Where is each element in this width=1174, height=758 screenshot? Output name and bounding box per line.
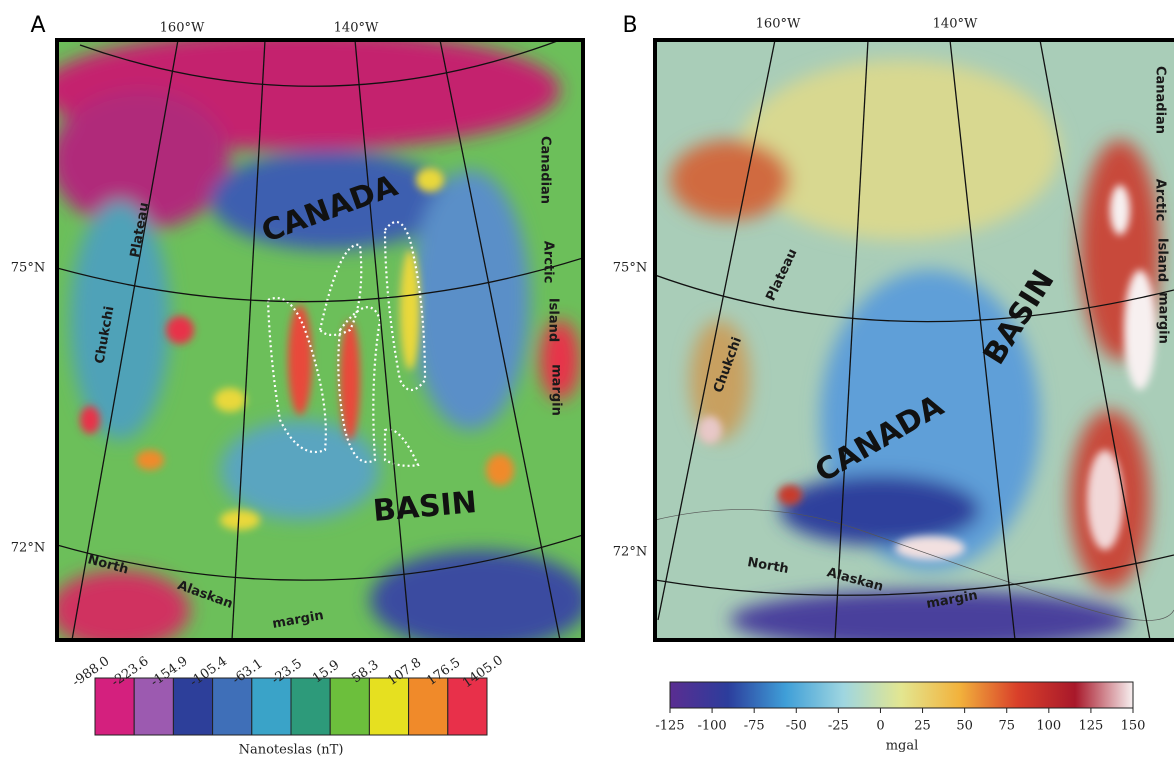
colorbar-unit: mgal <box>886 739 919 754</box>
map-label: Canadian <box>1153 66 1168 134</box>
lat-label: 72°N <box>11 541 45 556</box>
colorbar-unit: Nanoteslas (nT) <box>239 743 344 758</box>
map-frame <box>55 38 585 642</box>
lon-label: 160°W <box>756 17 801 32</box>
map-frame <box>653 38 1174 642</box>
map-label: margin <box>549 364 564 416</box>
gravity-map <box>655 40 1174 640</box>
lon-label: 140°W <box>334 21 379 36</box>
colorbar-tick-label: -100 <box>697 719 726 734</box>
colorbar-tick-label: -125 <box>655 719 684 734</box>
colorbar-tick-label: 0 <box>876 719 884 734</box>
panel-label: A <box>30 13 45 38</box>
lat-label: 75°N <box>11 261 45 276</box>
colorbar-swatch <box>447 677 488 736</box>
colorbar-tick-label: 25 <box>914 719 931 734</box>
colorbar-tick-label: 100 <box>1036 719 1061 734</box>
colorbar-tick-label: 50 <box>956 719 973 734</box>
colorbar-tick-label: 75 <box>998 719 1015 734</box>
panel-label: B <box>622 13 637 38</box>
colorbar <box>669 681 1134 709</box>
colorbar-swatch <box>290 677 331 736</box>
colorbar-swatch <box>212 677 253 736</box>
colorbar-tick-label: 150 <box>1121 719 1146 734</box>
magnetic-map <box>57 40 583 640</box>
map-label: Arctic <box>541 241 556 284</box>
colorbar-tick-label: 125 <box>1078 719 1103 734</box>
map-label: North <box>746 555 790 577</box>
map-label: Island <box>1155 238 1170 282</box>
colorbar-swatch <box>408 677 449 736</box>
map-label: margin <box>1156 292 1171 344</box>
colorbar-swatch <box>329 677 370 736</box>
colorbar-swatch <box>133 677 174 736</box>
lon-label: 160°W <box>160 21 205 36</box>
colorbar-tick-label: -75 <box>744 719 765 734</box>
colorbar-swatch <box>251 677 292 736</box>
map-label: Canadian <box>538 136 553 204</box>
colorbar-swatch <box>368 677 410 736</box>
map-label: Arctic <box>1153 179 1168 222</box>
lon-label: 140°W <box>933 17 978 32</box>
colorbar-tick-label: -50 <box>786 719 807 734</box>
colorbar-tick-label: -25 <box>828 719 849 734</box>
lat-label: 72°N <box>613 545 647 560</box>
map-label: Island <box>546 298 561 342</box>
lat-label: 75°N <box>613 261 647 276</box>
